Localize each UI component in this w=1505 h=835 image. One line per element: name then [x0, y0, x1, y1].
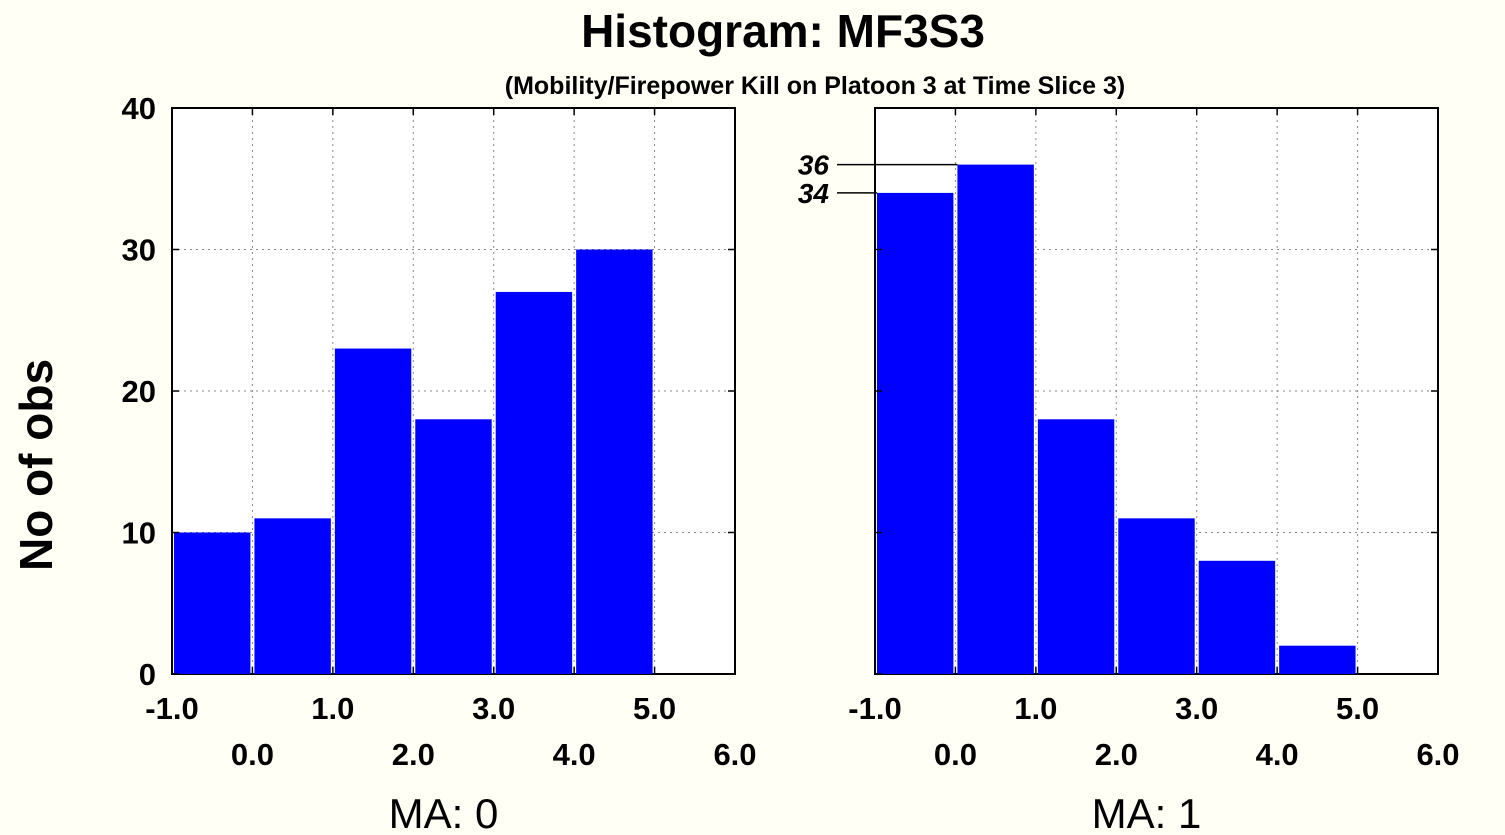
y-axis-label: No of obs	[10, 359, 62, 571]
x-tick-label: 3.0	[1175, 691, 1218, 726]
x-tick-label: 5.0	[633, 691, 676, 726]
histogram-bar	[576, 249, 653, 674]
y-tick-label: 30	[122, 233, 156, 268]
bar-value-annotation: 36	[798, 150, 830, 181]
x-tick-label: 5.0	[1336, 691, 1379, 726]
x-tick-label: 6.0	[1416, 737, 1459, 772]
histogram-bar	[174, 532, 251, 674]
histogram-bar	[495, 291, 573, 674]
bar-value-annotation: 34	[798, 178, 830, 209]
histogram-bar	[334, 348, 412, 674]
y-tick-label: 0	[139, 657, 156, 692]
x-tick-label: 6.0	[713, 737, 756, 772]
panel-label: MA: 0	[389, 790, 499, 835]
histogram-bar	[1198, 560, 1276, 674]
chart-subtitle: (Mobility/Firepower Kill on Platoon 3 at…	[505, 72, 1125, 100]
x-tick-label: 1.0	[311, 691, 354, 726]
histogram-bar	[254, 518, 331, 674]
chart-title: Histogram: MF3S3	[581, 5, 985, 57]
histogram-bar	[415, 419, 492, 674]
x-tick-label: 3.0	[472, 691, 515, 726]
x-tick-label: 2.0	[1095, 737, 1138, 772]
panel-0: 0 10 20 30 40 -1.0 1.0 3.0 5.0 0.0 2.0 4.0 6.0 MA: 0	[122, 91, 757, 835]
histogram-bar	[1279, 645, 1356, 674]
x-tick-label: 4.0	[553, 737, 596, 772]
histogram-bar	[1118, 518, 1195, 674]
x-tick-label: 0.0	[231, 737, 274, 772]
y-tick-label: 20	[122, 374, 156, 409]
x-tick-label: 1.0	[1014, 691, 1057, 726]
x-tick-label: 4.0	[1256, 737, 1299, 772]
histogram-bar	[957, 164, 1034, 674]
panels-group: 0 10 20 30 40 -1.0 1.0 3.0 5.0 0.0 2.0 4.0 6.0 MA: 0 -…	[122, 91, 1460, 835]
x-tick-label: -1.0	[848, 691, 901, 726]
x-tick-label: 2.0	[392, 737, 435, 772]
y-tick-label: 40	[122, 91, 156, 126]
y-tick-label: 10	[122, 516, 156, 551]
panel-label: MA: 1	[1092, 790, 1202, 835]
histogram-bar	[877, 192, 954, 674]
x-tick-label: -1.0	[145, 691, 198, 726]
histogram-bar	[1037, 419, 1115, 674]
x-tick-label: 0.0	[934, 737, 977, 772]
